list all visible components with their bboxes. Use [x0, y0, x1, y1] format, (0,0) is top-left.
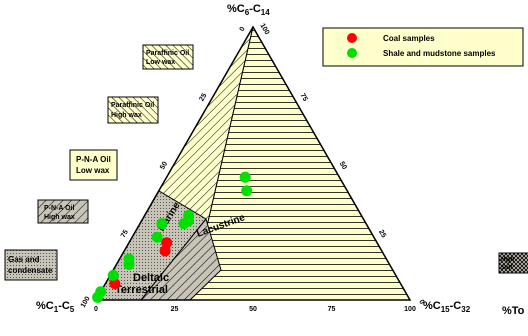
tick-right-4: 0 [417, 299, 425, 306]
tick-left-1: 25 [198, 92, 208, 102]
tick-left-4: 100 [80, 295, 92, 309]
tick-bottom-1: 25 [171, 306, 179, 313]
data-points [92, 171, 253, 303]
box-paraffinic-high-wax-line1: Paraffinic Oil [111, 102, 154, 109]
point-shale-6 [151, 231, 163, 243]
box-paraffinic-high-wax: Paraffinic Oil High wax [107, 96, 159, 124]
box-gas-condensate-line2: condensate [8, 266, 53, 275]
tick-left-0: 0 [239, 26, 247, 33]
box-paraffinic-low-wax-line1: Paraffinic Oil [146, 50, 189, 57]
tick-right-2: 50 [338, 161, 348, 171]
legend-marker-coal [347, 33, 357, 43]
point-coal-1 [159, 245, 171, 257]
box-pna-low-wax: P-N-A Oil Low wax [69, 149, 118, 181]
tick-left-3: 75 [120, 229, 130, 239]
axis-label-top: %C6-C14 [227, 3, 270, 17]
tick-right-3: 25 [377, 229, 387, 239]
region-label-deltaic: Deltaic [133, 272, 169, 284]
point-shale-9 [107, 269, 119, 281]
point-shale-5 [156, 218, 168, 230]
box-right-cut-line1: High [501, 257, 515, 263]
axis-label-left: %C1-C5 [36, 300, 75, 314]
legend-marker-shale [347, 48, 357, 58]
box-paraffinic-high-wax-line2: High wax [111, 112, 142, 119]
region-label-terrestrial: Terrestrial [115, 284, 168, 296]
tick-left-2: 50 [159, 161, 169, 171]
tick-right-0: 100 [258, 22, 270, 36]
box-pna-high-wax: P-N-A Oil High wax [37, 199, 89, 224]
tick-right-1: 75 [299, 92, 309, 102]
legend-label-coal: Coal samples [383, 34, 435, 43]
point-shale-11 [92, 291, 104, 303]
tick-bottom-4: 100 [404, 306, 416, 313]
box-right-cut: High Sulf [498, 252, 528, 274]
box-right-cut-line2: Sulf [501, 265, 513, 271]
box-pna-high-wax-line2: High wax [44, 214, 75, 221]
box-gas-condensate-line1: Gas and [8, 255, 40, 264]
box-pna-high-wax-line1: P-N-A Oil [44, 205, 75, 212]
chart-regions [94, 25, 412, 301]
point-shale-0 [239, 171, 251, 183]
point-shale-8 [123, 259, 135, 270]
legend-box [322, 27, 524, 67]
box-pna-low-wax-line1: P-N-A Oil [76, 155, 111, 164]
tick-bottom-3: 75 [328, 306, 336, 313]
lacustrine-region [189, 25, 411, 301]
axis-label-right: %C15-C32 [423, 300, 471, 314]
legend: Coal samples Shale and mudstone samples [322, 27, 524, 67]
axis-label-cut: %To [502, 305, 525, 317]
point-shale-1 [241, 185, 253, 197]
triangle-outline [94, 25, 412, 301]
point-shale-4 [178, 218, 190, 230]
box-paraffinic-low-wax-line2: Low wax [146, 59, 175, 66]
box-paraffinic-low-wax: Paraffinic Oil Low wax [142, 44, 194, 70]
point-coal-0 [161, 237, 173, 249]
box-pna-low-wax-line2: Low wax [76, 166, 110, 175]
tick-bottom-2: 50 [249, 306, 257, 313]
point-coal-2 [109, 278, 121, 290]
tick-bottom-0: 0 [94, 306, 98, 313]
legend-label-shale: Shale and mudstone samples [383, 49, 496, 58]
box-gas-condensate: Gas and condensate [4, 249, 58, 281]
